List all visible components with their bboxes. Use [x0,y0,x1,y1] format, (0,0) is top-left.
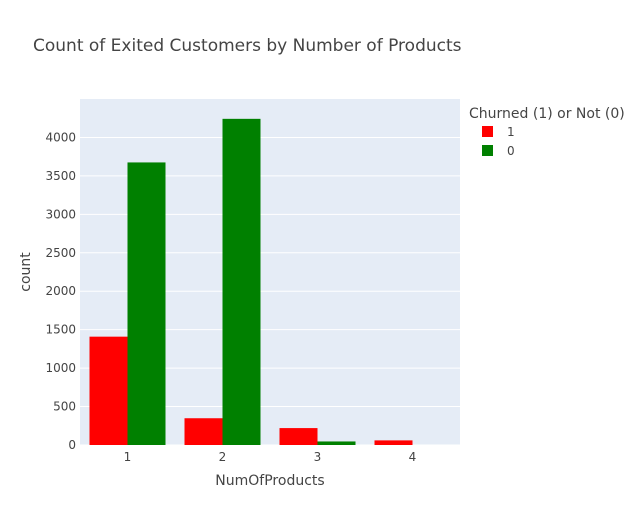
bar-series-1-cat-3 [279,428,318,445]
y-tick-label: 2000 [45,284,76,298]
y-tick-label: 3000 [45,207,76,221]
legend-label: 0 [507,144,515,158]
y-tick-labels: 0 500 1000 1500 2000 2500 3000 3500 4000 [45,130,76,452]
x-axis-label: NumOfProducts [215,473,324,489]
legend-swatch [482,126,493,137]
y-tick-label: 3500 [45,169,76,183]
bar-series-0-cat-3 [317,441,356,445]
bars [89,118,413,445]
y-axis-label: count [18,252,34,292]
legend-swatch [482,145,493,156]
bar-series-1-cat-4 [374,440,413,445]
y-tick-label: 500 [53,400,76,414]
x-tick-labels: 1 2 3 4 [124,450,417,464]
bar-series-1-cat-1 [89,336,128,445]
y-tick-label: 1000 [45,361,76,375]
x-tick-label: 2 [219,450,227,464]
x-tick-label: 3 [314,450,322,464]
legend-label: 1 [507,125,515,139]
legend-title: Churned (1) or Not (0) [469,106,625,122]
y-tick-label: 4000 [45,130,76,144]
legend: Churned (1) or Not (0) 1 0 [469,106,625,158]
y-tick-label: 2500 [45,246,76,260]
bar-series-0-cat-2 [222,118,261,445]
y-tick-label: 0 [68,438,76,452]
x-tick-label: 4 [409,450,417,464]
x-tick-label: 1 [124,450,132,464]
bar-series-1-cat-2 [184,418,223,445]
bar-series-0-cat-1 [127,162,166,445]
y-tick-label: 1500 [45,323,76,337]
chart-title: Count of Exited Customers by Number of P… [33,36,462,56]
